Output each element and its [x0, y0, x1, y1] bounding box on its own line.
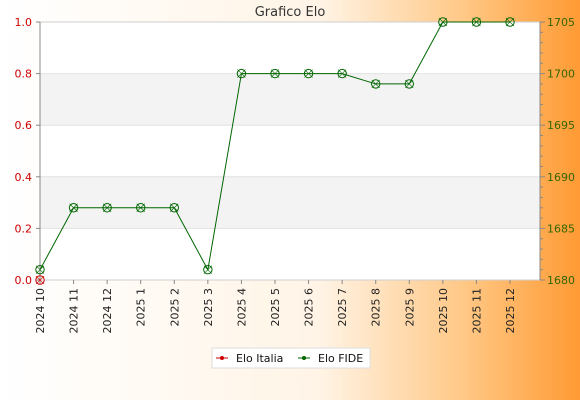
- data-point-cross: [35, 265, 45, 274]
- legend-label: Elo FIDE: [318, 352, 363, 365]
- data-point-cross: [237, 69, 246, 78]
- data-point: [438, 17, 448, 27]
- data-point: [270, 68, 280, 79]
- x-tick-label: 2025 11: [470, 288, 483, 334]
- data-point: [371, 79, 381, 89]
- data-point: [68, 203, 79, 213]
- x-tick-label: 2025 10: [437, 288, 450, 334]
- y-right-tick-label: 1680: [547, 274, 575, 287]
- x-tick-label: 2024 11: [68, 288, 81, 334]
- x-tick-label: 2025 5: [269, 288, 282, 327]
- data-point: [471, 17, 482, 27]
- data-point-cross: [170, 203, 179, 212]
- plot-area: [40, 22, 540, 280]
- x-tick-label: 2025 9: [403, 288, 416, 327]
- y-right-tick-label: 1700: [547, 68, 575, 81]
- y-right-tick-label: 1685: [547, 222, 575, 235]
- legend: Elo Italia Elo FIDE: [211, 347, 371, 369]
- data-point-cross: [337, 69, 347, 78]
- data-point: [303, 68, 314, 79]
- data-point-cross: [136, 203, 145, 212]
- x-tick-label: 2025 12: [504, 288, 517, 334]
- x-tick-label: 2025 6: [303, 288, 316, 327]
- data-point: [35, 264, 45, 275]
- data-point-cross: [472, 17, 481, 27]
- data-point-cross: [405, 79, 414, 89]
- data-point-cross: [69, 203, 78, 212]
- data-point-cross: [304, 69, 313, 78]
- x-tick-label: 2025 8: [370, 288, 383, 327]
- y-left-tick-label: 1.0: [15, 16, 33, 29]
- data-point-cross: [505, 17, 515, 27]
- x-tick-label: 2025 1: [135, 288, 148, 327]
- data-point-cross: [438, 17, 448, 27]
- data-point-cross: [371, 79, 380, 89]
- data-point: [203, 264, 213, 275]
- y-left-tick-label: 0.0: [15, 274, 33, 287]
- data-point: [404, 79, 414, 89]
- chart-title: Grafico Elo: [255, 5, 326, 20]
- grid-band: [40, 73, 540, 126]
- y-right-tick-label: 1695: [547, 119, 575, 132]
- y-left-tick-label: 0.2: [15, 222, 33, 235]
- y-left-tick-label: 0.8: [15, 68, 33, 81]
- data-point-cross: [35, 275, 45, 285]
- data-point: [505, 17, 515, 27]
- x-tick-label: 2025 7: [336, 288, 349, 327]
- y-right-tick-label: 1705: [547, 16, 575, 29]
- data-point: [102, 203, 112, 213]
- data-point-cross: [270, 69, 280, 78]
- x-tick-label: 2024 12: [101, 288, 114, 334]
- y-left-tick-label: 0.6: [15, 119, 33, 132]
- data-point-cross: [102, 203, 112, 212]
- data-point: [169, 203, 179, 213]
- grid-band: [40, 176, 540, 229]
- legend-swatch-marker: [302, 356, 306, 360]
- data-point: [35, 275, 45, 285]
- x-tick-label: 2025 2: [168, 288, 181, 327]
- y-right-tick-label: 1690: [547, 171, 575, 184]
- legend-swatch-marker: [220, 356, 224, 360]
- data-point: [236, 68, 247, 79]
- data-point: [136, 203, 146, 213]
- legend-box: [211, 347, 371, 369]
- x-tick-label: 2025 3: [202, 288, 215, 327]
- x-tick-label: 2024 10: [34, 288, 47, 334]
- data-point-cross: [203, 265, 213, 274]
- data-point: [337, 68, 347, 79]
- y-left-tick-label: 0.4: [15, 171, 33, 184]
- legend-label: Elo Italia: [236, 352, 283, 365]
- x-tick-label: 2025 4: [235, 288, 248, 327]
